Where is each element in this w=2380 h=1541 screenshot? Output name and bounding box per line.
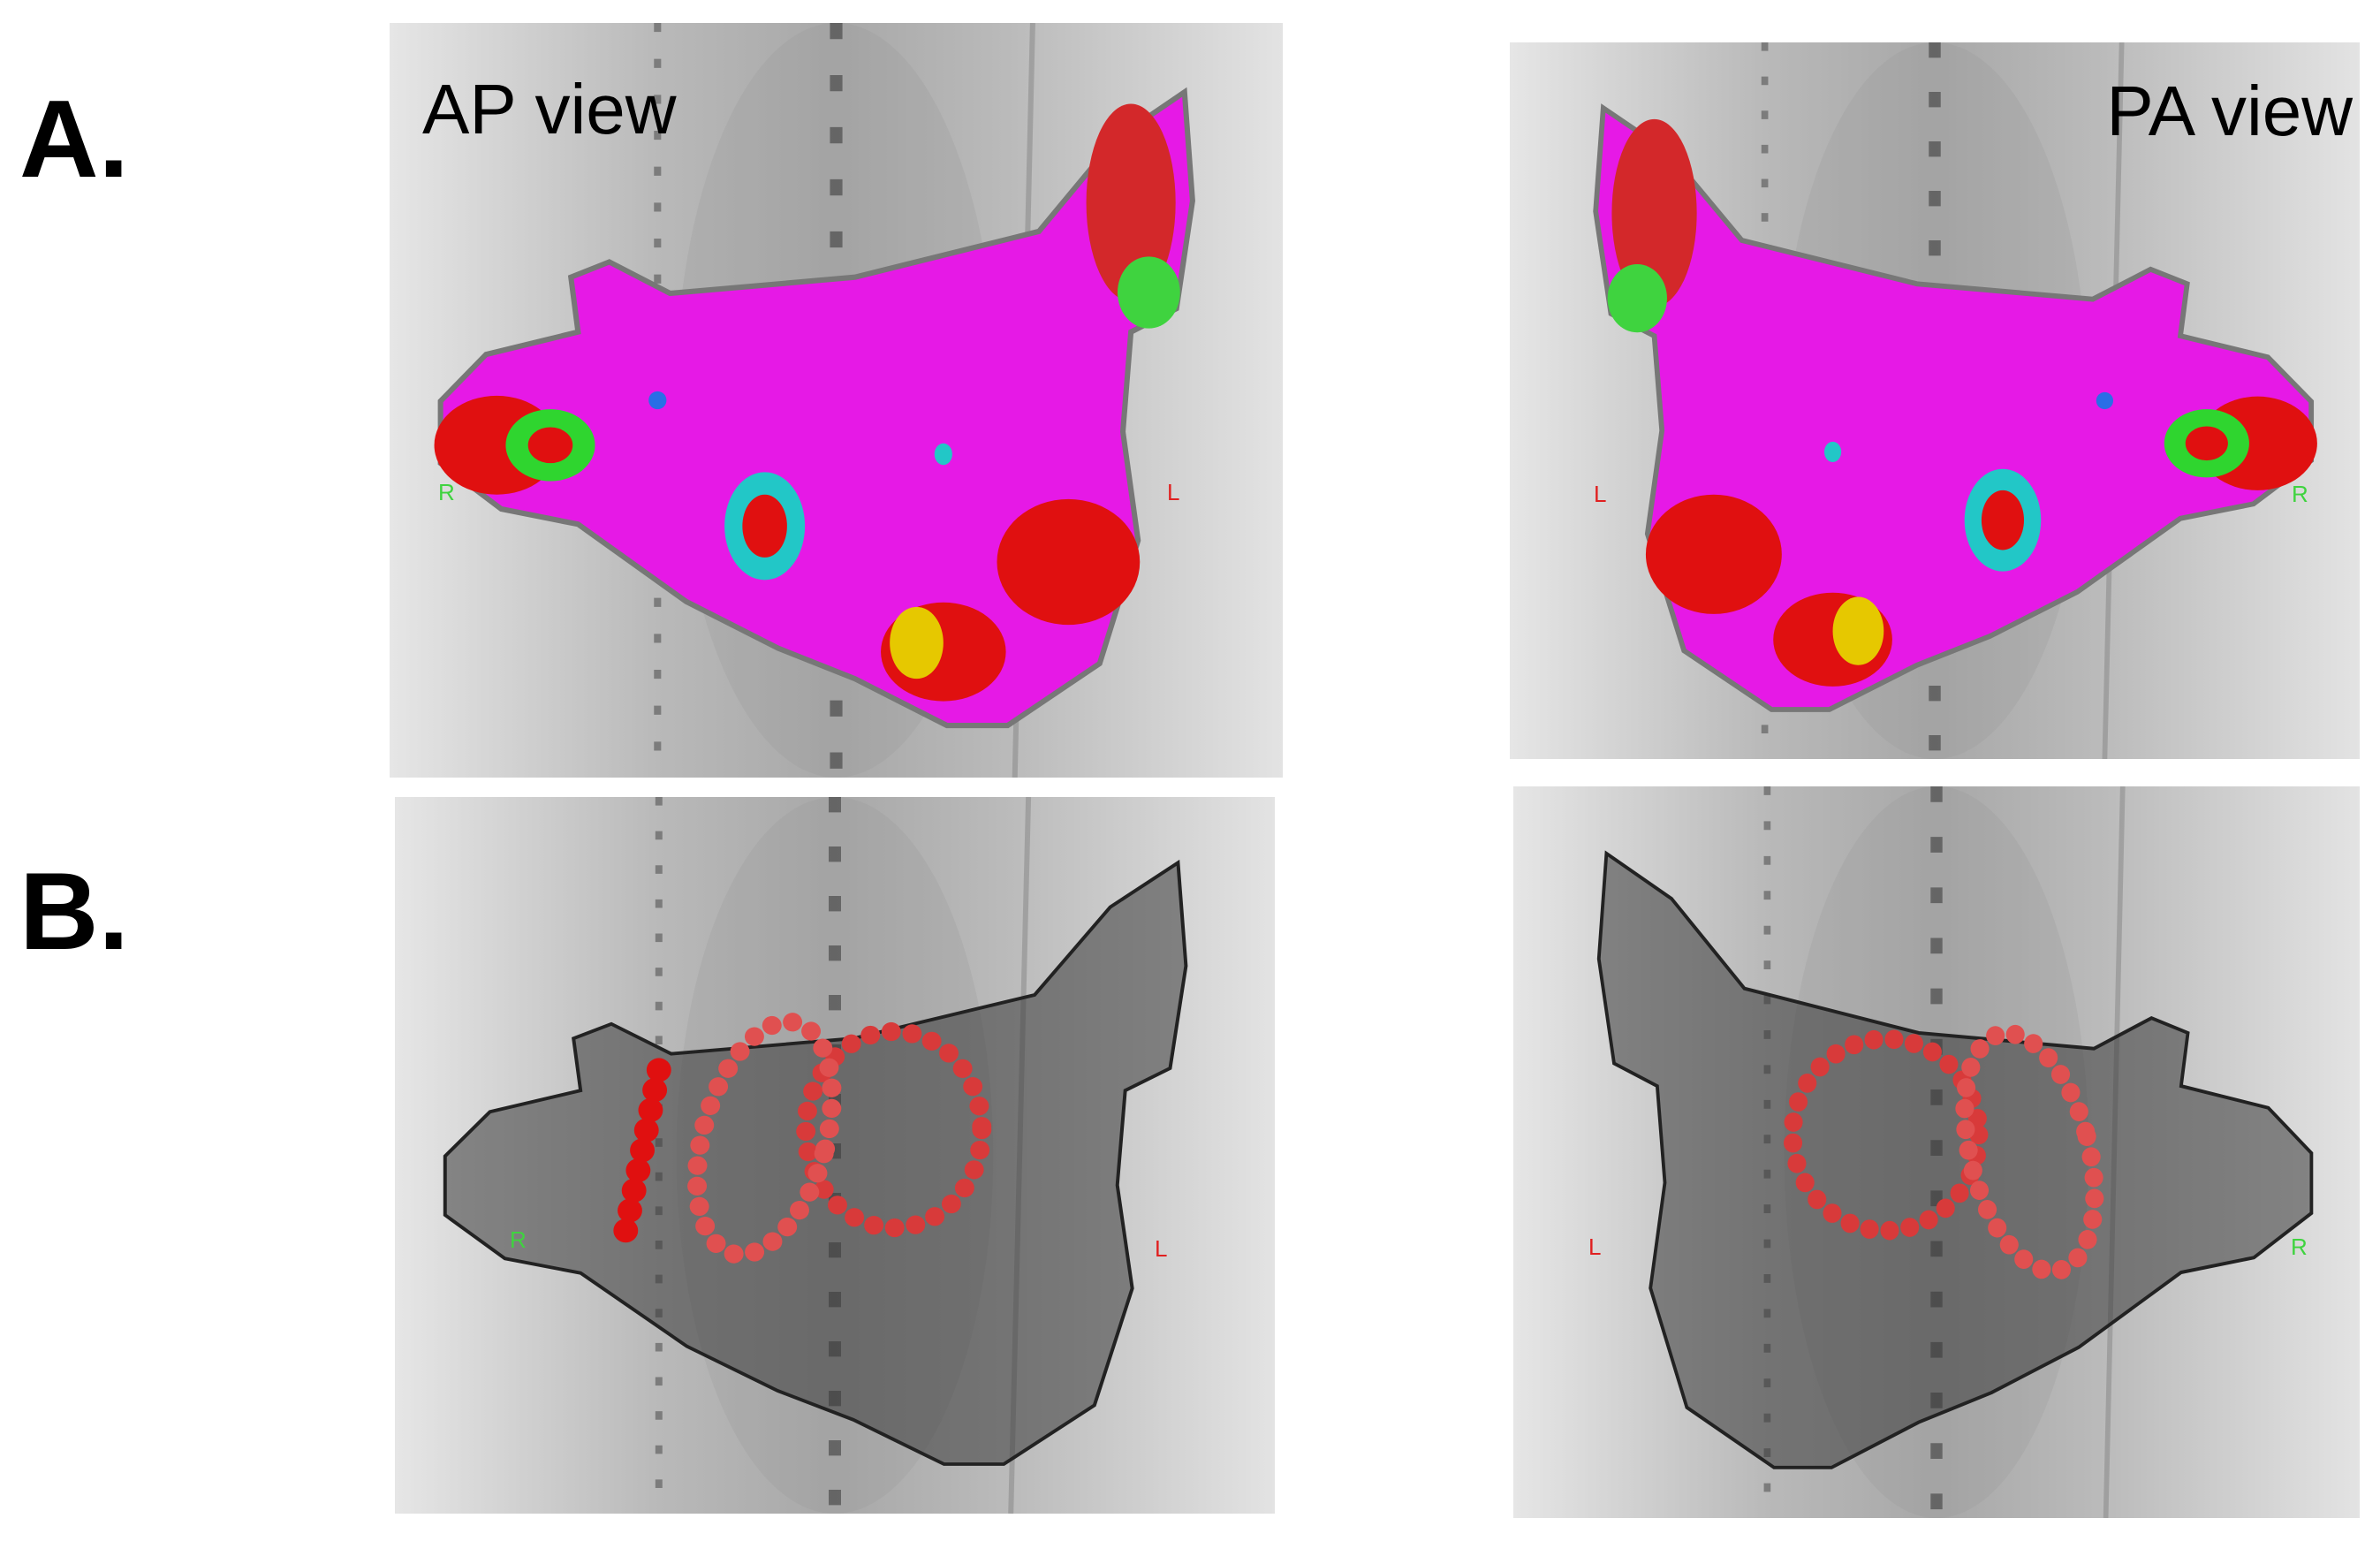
orientation-marker: R <box>2291 1234 2308 1260</box>
pa-lesions: L R <box>1513 786 2360 1518</box>
pa-map: PA view L R <box>1510 42 2360 759</box>
image <box>1513 786 2360 1518</box>
view-title: PA view <box>2106 72 2353 150</box>
ap-lesions: R L <box>395 797 1275 1514</box>
view-title: AP view <box>422 70 677 148</box>
orientation-marker: R <box>2292 481 2308 507</box>
ap-map: AP view R L <box>390 23 1283 778</box>
panel-label: A. <box>19 79 129 201</box>
orientation-marker: R <box>438 479 455 505</box>
image <box>395 797 1275 1514</box>
orientation-marker: R <box>510 1226 527 1253</box>
orientation-marker: L <box>1588 1234 1601 1260</box>
orientation-marker: L <box>1167 479 1179 505</box>
orientation-marker: L <box>1155 1235 1167 1262</box>
panel-label: B. <box>19 851 129 973</box>
orientation-marker: L <box>1594 481 1606 507</box>
